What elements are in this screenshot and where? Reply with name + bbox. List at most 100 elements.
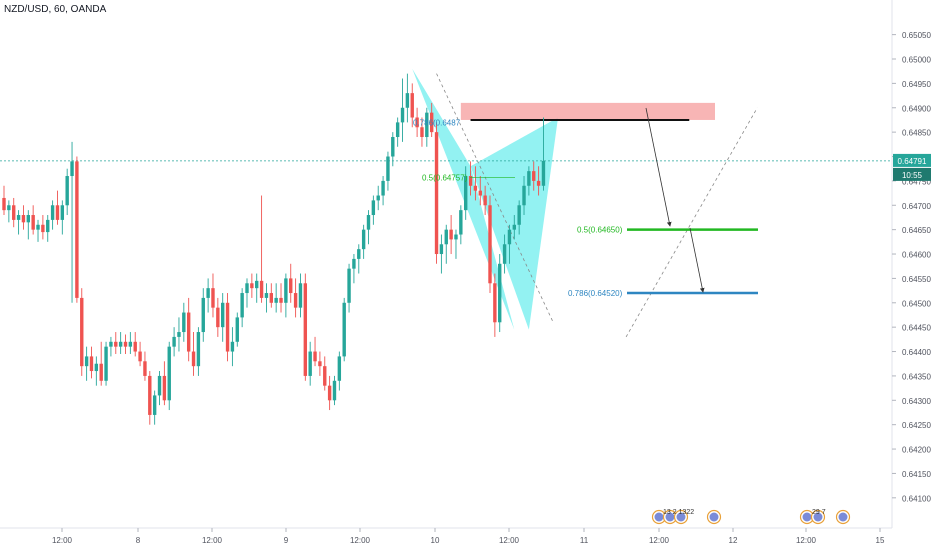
price-tick-label: 0.64400 bbox=[902, 348, 931, 357]
candle-body bbox=[235, 317, 239, 342]
candle-body bbox=[75, 161, 79, 298]
candle-body bbox=[50, 205, 55, 220]
candle-body bbox=[148, 375, 152, 415]
flag-fill bbox=[676, 512, 686, 522]
candle-body bbox=[240, 293, 244, 318]
candle-body bbox=[488, 205, 492, 284]
candle-body bbox=[502, 244, 507, 264]
candle-body bbox=[186, 312, 191, 352]
candle-body bbox=[109, 341, 113, 347]
candle-body bbox=[473, 185, 478, 191]
price-tick-label: 0.64900 bbox=[902, 104, 931, 113]
candle-body bbox=[323, 366, 327, 386]
dashed-guide-left bbox=[436, 73, 554, 323]
candle-body bbox=[391, 137, 395, 157]
candle-body bbox=[12, 205, 16, 220]
time-tick-label: 12 bbox=[729, 536, 738, 545]
price-tick-label: 0.65050 bbox=[902, 31, 931, 40]
event-badge-text: 13 2 1322 bbox=[663, 509, 694, 516]
candle-body bbox=[259, 280, 264, 298]
candle-body bbox=[536, 180, 541, 186]
candle-body bbox=[415, 117, 419, 128]
candle-body bbox=[138, 351, 142, 362]
candle-body bbox=[386, 156, 390, 181]
candle-body bbox=[167, 346, 171, 401]
price-tick-label: 0.65000 bbox=[902, 56, 931, 65]
candle-body bbox=[366, 215, 371, 230]
candle-body bbox=[464, 176, 468, 211]
candle-body bbox=[123, 341, 128, 347]
candle-body bbox=[225, 302, 230, 352]
sell-zone-box bbox=[460, 102, 715, 120]
flag-fill bbox=[838, 512, 848, 522]
candle-body bbox=[337, 356, 342, 381]
candle-body bbox=[429, 112, 434, 133]
candle-body bbox=[26, 215, 30, 223]
candle-body bbox=[318, 361, 322, 367]
candle-body bbox=[99, 363, 103, 381]
time-tick-label: 15 bbox=[876, 536, 885, 545]
flag-fill bbox=[665, 512, 675, 522]
time-tick-label: 10 bbox=[431, 536, 440, 545]
price-tick-label: 0.64550 bbox=[902, 275, 931, 284]
candle-body bbox=[478, 190, 482, 196]
candle-body bbox=[347, 268, 351, 303]
price-tick-label: 0.64850 bbox=[902, 129, 931, 138]
candle-body bbox=[264, 293, 269, 298]
candle-body bbox=[395, 122, 400, 138]
candle-body bbox=[216, 307, 220, 328]
time-tick-label: 8 bbox=[136, 536, 141, 545]
candle-body bbox=[357, 249, 361, 259]
candle-body bbox=[420, 127, 424, 138]
candle-body bbox=[527, 171, 531, 186]
candle-body bbox=[405, 93, 410, 108]
candle-body bbox=[152, 395, 157, 415]
candle-body bbox=[298, 283, 303, 308]
candle-body bbox=[532, 171, 536, 181]
price-tick-label: 0.64600 bbox=[902, 251, 931, 260]
candle-body bbox=[46, 219, 50, 233]
time-tick-label: 12:00 bbox=[649, 536, 670, 545]
candle-body bbox=[128, 341, 133, 347]
candle-body bbox=[182, 312, 186, 333]
price-tick-label: 0.64650 bbox=[902, 226, 931, 235]
fib-label: 0.786(0.64520) bbox=[568, 289, 623, 298]
candle-body bbox=[55, 205, 60, 220]
candle-body bbox=[133, 341, 137, 352]
candle-body bbox=[104, 346, 108, 381]
price-tick-label: 0.64700 bbox=[902, 202, 931, 211]
candle-body bbox=[162, 375, 167, 401]
time-tick-label: 9 bbox=[284, 536, 289, 545]
candle-body bbox=[459, 210, 463, 235]
countdown-value: 10:55 bbox=[902, 171, 923, 180]
candle-body bbox=[293, 293, 298, 308]
candle-body bbox=[468, 176, 473, 186]
candle-body bbox=[327, 385, 332, 401]
candle-body bbox=[114, 341, 118, 347]
fib-label: 0.786(0.6487 bbox=[413, 118, 461, 127]
projection-arrow bbox=[689, 227, 705, 293]
candle-body bbox=[517, 205, 521, 225]
candle-body bbox=[211, 288, 215, 308]
candle-body bbox=[303, 283, 308, 376]
candle-body bbox=[177, 332, 181, 337]
price-tick-label: 0.64150 bbox=[902, 470, 931, 479]
fib-label: 0.5(0.64757) bbox=[422, 173, 468, 182]
candle-body bbox=[221, 302, 225, 328]
candle-body bbox=[80, 297, 84, 367]
time-tick-label: 12:00 bbox=[350, 536, 371, 545]
candle-body bbox=[284, 278, 288, 303]
candle-body bbox=[444, 229, 448, 245]
candle-body bbox=[84, 356, 89, 367]
event-badge-text: 29 7 bbox=[812, 509, 826, 516]
candle-body bbox=[60, 205, 65, 220]
candle-body bbox=[143, 361, 147, 376]
candle-body bbox=[65, 176, 69, 206]
candle-body bbox=[279, 297, 283, 303]
price-tick-label: 0.64100 bbox=[902, 494, 931, 503]
candle-body bbox=[493, 283, 497, 323]
candle-body bbox=[507, 229, 512, 245]
price-tick-label: 0.64950 bbox=[902, 80, 931, 89]
